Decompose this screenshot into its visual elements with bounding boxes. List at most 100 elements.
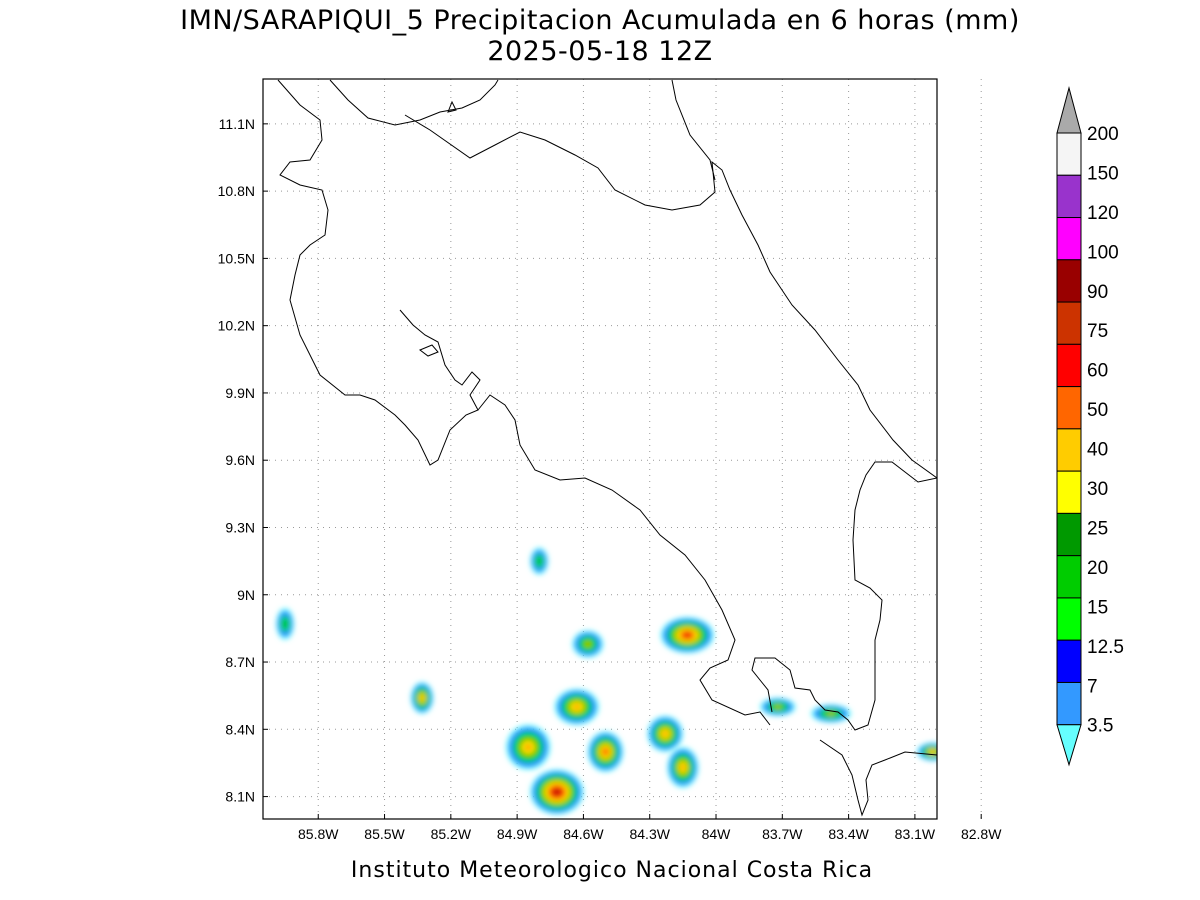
precip-contour [986,291,999,301]
lat-tick-label: 10.2N [218,318,255,334]
colorbar-label: 60 [1087,361,1108,382]
lat-tick-label: 9.3N [225,519,255,535]
gulf-nicoya-shore [477,394,771,726]
gulf-island [419,344,439,357]
precip-cell [411,682,434,714]
colorbar-label: 75 [1087,321,1108,342]
precipitation-field [276,234,1001,815]
precip-contour [946,236,959,249]
colorbar-label: 100 [1087,242,1119,263]
colorbar-label: 90 [1087,282,1108,303]
precip-contour [775,705,781,709]
lon-tick-label: 84.6W [563,826,604,842]
colorbar-label: 12.5 [1087,637,1124,658]
precip-cell [506,724,551,770]
precip-contour [930,750,935,753]
latitude-ticks: 11.1N 10.8N 10.5N 10.2N 9.9N 9.6N 9.3N 9N 8.7N 8.… [218,116,268,805]
colorbar-label: 40 [1087,440,1108,461]
lon-tick-label: 85.5W [364,826,405,842]
map-subtitle-date: 2025-05-18 12Z [487,36,712,67]
colorbar-segment [1056,174,1082,219]
precip-cell [530,769,584,815]
precip-contour [983,290,1001,303]
colorbar-label: 7 [1087,676,1098,697]
precip-contour [990,295,994,298]
precip-contour [663,731,668,736]
colorbar-top-arrow [1056,86,1082,134]
lat-tick-label: 9.9N [225,385,255,401]
colorbar-bottom-arrow [1056,724,1082,767]
precip-cell [530,547,549,575]
colorbar-label: 3.5 [1087,716,1113,737]
map-grid [263,79,982,819]
precip-cell [944,234,962,252]
precip-contour [537,558,541,564]
lon-tick-label: 84W [702,826,732,842]
precip-contour [828,712,834,715]
lat-tick-label: 9N [237,587,255,603]
precip-cell [667,747,699,788]
precip-contour [684,633,690,637]
lon-tick-label: 85.2W [431,826,472,842]
precip-contour [574,704,580,709]
precip-cell [941,263,963,276]
map-title: IMN/SARAPIQUI_5 Precipitacion Acumulada … [180,5,1020,36]
colorbar-segment [1056,428,1082,472]
coastline-caribbean [329,79,499,126]
lon-tick-label: 83.4W [828,826,869,842]
precip-cell [587,731,624,772]
lake-island [447,100,457,113]
precip-cell [917,742,937,761]
precip-contour [950,240,954,244]
colorbar-label: 120 [1087,203,1119,224]
lat-tick-label: 10.5N [218,250,255,266]
colorbar-segment [1056,217,1082,261]
colorbar-label: 25 [1087,518,1108,539]
precip-cell [760,697,796,716]
lon-tick-label: 83.1W [895,826,936,842]
precip-contour [525,744,531,750]
precip-contour [988,293,997,300]
colorbar-segment [1056,681,1082,726]
precip-cell [554,688,599,725]
plot-area: 85.8W 85.5W 85.2W 84.9W 84.6W 84.3W 84W 83.7W 83… [218,78,1002,842]
precip-cell [572,630,604,658]
colorbar-segment [1056,512,1082,557]
precip-contour [944,234,962,252]
colorbar-segment [1056,259,1082,303]
precip-cell [660,617,714,654]
footer-credit: Instituto Meteorologico Nacional Costa R… [351,858,873,883]
lat-tick-label: 9.6N [225,452,255,468]
colorbar-segment [1056,597,1082,641]
colorbar-label: 50 [1087,400,1108,421]
colorbar-label: 15 [1087,597,1108,618]
precip-contour [944,265,961,275]
lat-tick-label: 8.1N [225,789,255,805]
precip-contour [941,263,963,276]
colorbar-segment [1056,301,1082,345]
precip-contour [603,749,608,754]
coastline [277,79,937,817]
border-nicaragua [404,114,937,479]
colorbar-label: 30 [1087,479,1108,500]
lon-tick-label: 85.8W [298,826,339,842]
precip-contour [947,266,958,273]
colorbar-segment [1056,386,1082,430]
lat-tick-label: 8.4N [225,721,255,737]
colorbar-segment [1056,343,1082,388]
precip-cell [276,608,294,640]
precip-contour [554,790,560,794]
colorbar-segment [1056,639,1082,683]
lat-tick-label: 10.8N [218,183,255,199]
lon-tick-label: 84.9W [497,826,538,842]
plot-frame [262,78,938,820]
lon-tick-label: 82.8W [961,826,1002,842]
precip-contour [948,238,957,247]
coastline-east [671,79,716,181]
coastline-north [277,79,481,466]
colorbar: 200 150 120 100 90 75 60 50 40 30 25 20 15 12.5 7 3.5 [1056,86,1124,767]
colorbar-label: 20 [1087,558,1108,579]
precip-contour [585,642,591,647]
colorbar-segment [1056,470,1082,514]
